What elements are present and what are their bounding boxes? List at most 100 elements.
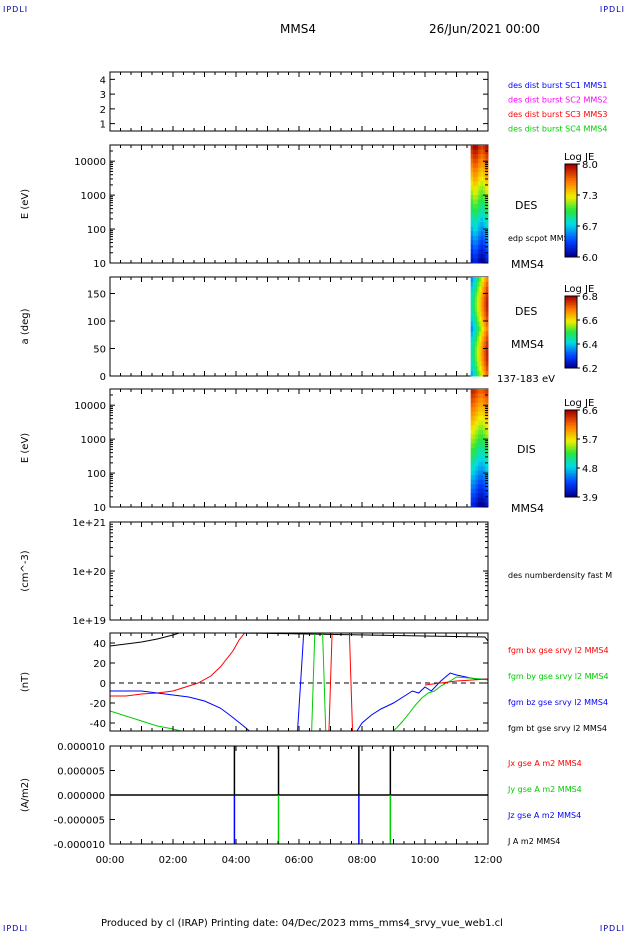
dis-energy-heat-cell bbox=[480, 497, 484, 503]
dis-energy-heat-cell bbox=[473, 470, 477, 476]
dis-energy-colorbar-cell bbox=[565, 442, 577, 446]
des-pitch-heat-cell bbox=[481, 331, 485, 337]
des-pitch-heat-cell bbox=[485, 316, 489, 323]
des-pitch-heat-cell bbox=[470, 296, 474, 303]
des-pitch-heat-cell bbox=[481, 361, 485, 367]
des-energy-heat-cell bbox=[473, 208, 477, 214]
des-energy-heat-cell bbox=[475, 244, 479, 250]
des-pitch-heat-cell bbox=[481, 306, 485, 313]
dis-energy-colorbar-cell bbox=[565, 466, 577, 470]
dis-energy-heat-cell bbox=[480, 488, 484, 494]
dis-energy-heat-cell bbox=[478, 497, 482, 503]
dis-energy-heat-cell bbox=[480, 429, 484, 435]
des-pitch-heat-cell bbox=[481, 326, 485, 332]
dis-energy-colorbar-cell bbox=[565, 431, 577, 435]
dis-energy-colorbar-cell bbox=[565, 420, 577, 424]
des-pitch-heat-cell bbox=[483, 351, 487, 357]
des-energy-heat-cell bbox=[483, 208, 487, 214]
dis-energy-ytick-label: 10000 bbox=[74, 401, 106, 412]
des-pitch-colorbar-cell bbox=[565, 350, 577, 353]
des-energy-heat-cell bbox=[480, 149, 484, 155]
dis-energy-heat-cell bbox=[478, 475, 482, 481]
des-pitch-heat-cell bbox=[485, 371, 489, 377]
dis-energy-heat-cell bbox=[485, 479, 489, 485]
des-energy-heat-cell bbox=[480, 240, 484, 246]
des-pitch-sc-label: MMS4 bbox=[511, 338, 544, 351]
des-pitch-heat-cell bbox=[481, 286, 485, 293]
des-pitch-colorbar-cell bbox=[565, 337, 577, 340]
des-pitch-heat-cell bbox=[472, 336, 476, 342]
dis-energy-heat-cell bbox=[480, 420, 484, 426]
dis-energy-heat-cell bbox=[483, 407, 487, 413]
dis-energy-colorbar-cell bbox=[565, 436, 577, 439]
des-pitch-heat-cell bbox=[479, 281, 483, 288]
des-pitch-colorbar-cell bbox=[565, 310, 577, 313]
des-energy-heat-cell bbox=[480, 213, 484, 219]
des-energy-colorbar-cell bbox=[565, 252, 577, 256]
des-energy-heat-cell bbox=[483, 240, 487, 246]
current-legend-entry: Jz gse A m2 MMS4 bbox=[507, 811, 581, 820]
des-energy-heat-cell bbox=[483, 163, 487, 169]
dis-energy-colorbar-cell bbox=[565, 475, 577, 478]
dis-energy-species-label: DIS bbox=[517, 443, 536, 456]
dis-energy-heat-cell bbox=[470, 497, 474, 503]
des-energy-heat-cell bbox=[483, 167, 487, 173]
des-energy-heat-cell bbox=[475, 145, 479, 151]
des-pitch-heat-cell bbox=[477, 281, 480, 288]
des-energy-heat-cell bbox=[485, 181, 489, 187]
des-energy-heat-cell bbox=[470, 145, 474, 151]
des-energy-colorbar-cell bbox=[565, 189, 577, 193]
des-energy-heat-cell bbox=[475, 199, 479, 205]
des-pitch-heat-cell bbox=[475, 281, 478, 288]
des-pitch-colorbar-cell bbox=[565, 296, 577, 299]
des-pitch-heat-cell bbox=[485, 301, 489, 308]
des-pitch-colorbar-cell bbox=[565, 326, 577, 329]
des-energy-heat-cell bbox=[473, 194, 477, 200]
x-axis-tick-label: 06:00 bbox=[285, 855, 314, 866]
dis-energy-heat-cell bbox=[470, 402, 474, 408]
dis-energy-colorbar-frame bbox=[564, 409, 578, 498]
corner-mark-bottom-left: IPDLI bbox=[3, 924, 29, 933]
dis-energy-heat-cell bbox=[475, 457, 479, 463]
des-pitch-heat-cell bbox=[481, 296, 485, 303]
current-ytick-label: 0.000010 bbox=[57, 742, 105, 753]
des-energy-heat-cell bbox=[473, 158, 477, 164]
dis-energy-heat-cell bbox=[483, 443, 487, 449]
des-energy-heat-cell bbox=[483, 172, 487, 178]
dis-energy-heat-cell bbox=[475, 398, 479, 404]
corner-mark-bottom-right: IPDLI bbox=[599, 924, 625, 933]
des-energy-heat-cell bbox=[480, 204, 484, 210]
des-energy-heat-cell bbox=[480, 163, 484, 169]
des-pitch-heat-cell bbox=[472, 316, 476, 323]
dis-energy-heat-cell bbox=[478, 438, 482, 444]
current-legend-entry: Jx gse A m2 MMS4 bbox=[507, 759, 582, 768]
des-energy-heat-cell bbox=[483, 190, 487, 196]
dis-energy-colorbar-cell bbox=[565, 451, 577, 454]
dis-energy-heat-cell bbox=[473, 493, 477, 499]
dis-energy-heat-cell bbox=[478, 434, 482, 440]
des-pitch-heat-cell bbox=[483, 286, 487, 293]
des-pitch-heat-cell bbox=[477, 361, 480, 367]
des-energy-colorbar-cell bbox=[565, 247, 577, 251]
des-energy-heat-cell bbox=[470, 154, 474, 160]
dis-energy-heat-cell bbox=[478, 429, 482, 435]
des-pitch-heat-cell bbox=[481, 321, 485, 327]
dis-energy-heat-cell bbox=[475, 466, 479, 472]
dis-energy-heat-cell bbox=[483, 457, 487, 463]
des-energy-heat-cell bbox=[480, 249, 484, 255]
des-pitch-heat-cell bbox=[475, 341, 478, 347]
des-pitch-heat-cell bbox=[477, 277, 480, 283]
dis-energy-heat-cell bbox=[483, 466, 487, 472]
des-energy-heat-cell bbox=[470, 231, 474, 237]
dis-energy-heat-cell bbox=[480, 389, 484, 395]
dis-energy-heat-cell bbox=[483, 452, 487, 458]
dis-energy-heat-cell bbox=[470, 438, 474, 444]
des-pitch-heat-cell bbox=[483, 336, 487, 342]
des-pitch-colorbar-cell bbox=[565, 299, 577, 302]
dis-energy-heat-cell bbox=[483, 448, 487, 454]
des-energy-colorbar-frame bbox=[564, 163, 578, 258]
des-energy-heat-cell bbox=[480, 194, 484, 200]
des-energy-heat-cell bbox=[478, 204, 482, 210]
dis-energy-heat-cell bbox=[478, 398, 482, 404]
des-energy-heat-cell bbox=[470, 176, 474, 182]
